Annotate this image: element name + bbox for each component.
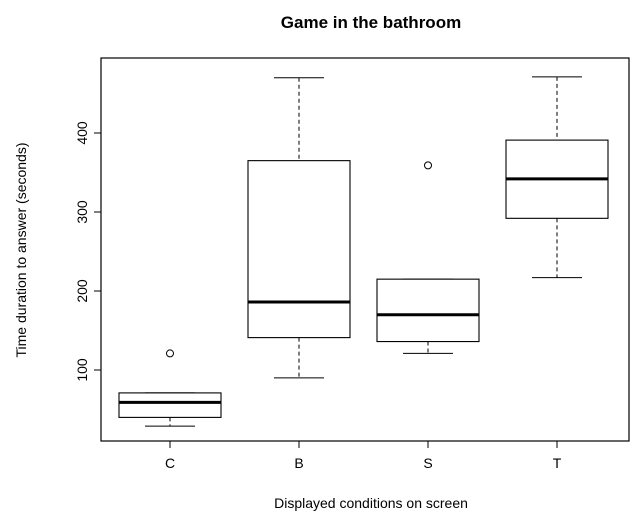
box-s xyxy=(376,278,480,343)
y-tick-label: 400 xyxy=(74,121,90,145)
outlier-s xyxy=(424,161,432,170)
y-tick-label: 100 xyxy=(74,358,90,382)
x-tick-label: C xyxy=(165,455,175,471)
x-tick-label: B xyxy=(294,455,303,471)
x-axis-label: Displayed conditions on screen xyxy=(274,495,468,511)
chart-title: Game in the bathroom xyxy=(281,13,461,32)
y-tick-label: 300 xyxy=(74,200,90,224)
y-tick-label: 200 xyxy=(74,279,90,303)
x-tick-label: S xyxy=(423,455,432,471)
x-tick-label: T xyxy=(553,455,562,471)
y-axis-label: Time duration to answer (seconds) xyxy=(13,142,29,357)
box-c xyxy=(118,392,222,418)
plot-area: 100 200 300 400 C B S T xyxy=(74,57,630,471)
outlier-c xyxy=(166,349,174,358)
box-b xyxy=(247,160,351,339)
plot-frame xyxy=(100,57,630,442)
